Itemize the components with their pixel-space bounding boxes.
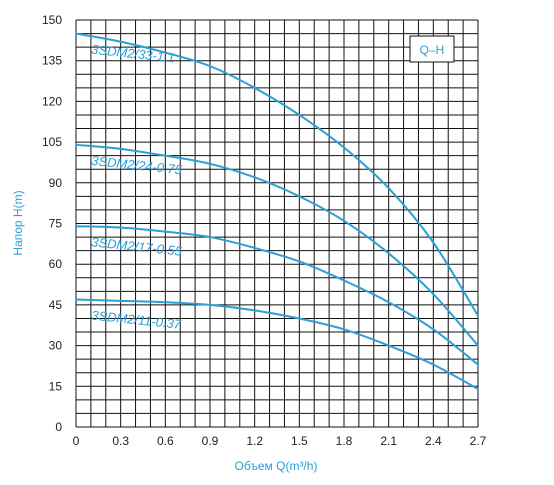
series-line-4 [75, 298, 479, 391]
y-axis-title: Напор H(m) [11, 190, 25, 255]
y-tick-label: 120 [42, 94, 62, 108]
q-h-badge-box [409, 35, 455, 63]
y-axis-ticks: 0 15 30 45 60 75 90 105 120 135 150 [42, 13, 62, 434]
y-tick-label: 45 [49, 298, 63, 312]
series-label-4: 3SDM2/11-0.37 [91, 308, 183, 332]
y-tick-label: 90 [49, 176, 63, 190]
y-tick-label: 150 [42, 13, 62, 27]
series-lines [75, 32, 479, 391]
q-h-badge: Q–H [409, 35, 455, 63]
y-tick-label: 75 [49, 217, 63, 231]
y-tick-label: 0 [55, 420, 62, 434]
x-axis-ticks: 0 0.3 0.6 0.9 1.2 1.5 1.8 2.1 2.4 2.7 [73, 434, 487, 448]
series-labels: 3SDM2/33-1.13SDM2/24-0.753SDM2/17-0.553S… [91, 42, 184, 332]
x-tick-label: 0 [73, 434, 80, 448]
q-h-badge-text: Q–H [420, 43, 445, 57]
series-label-1: 3SDM2/33-1.1 [91, 42, 176, 66]
x-tick-label: 0.9 [202, 434, 219, 448]
grid [75, 19, 479, 428]
x-tick-label: 2.1 [380, 434, 397, 448]
series-label-3: 3SDM2/17-0.55 [91, 234, 184, 259]
y-tick-label: 60 [49, 257, 63, 271]
series-line-2 [75, 143, 479, 347]
x-tick-label: 2.4 [425, 434, 442, 448]
x-tick-label: 1.2 [246, 434, 263, 448]
y-tick-label: 30 [49, 339, 63, 353]
y-tick-label: 105 [42, 135, 62, 149]
y-tick-label: 135 [42, 54, 62, 68]
x-tick-label: 1.8 [336, 434, 353, 448]
x-tick-label: 2.7 [470, 434, 487, 448]
x-tick-label: 1.5 [291, 434, 308, 448]
y-tick-label: 15 [49, 379, 63, 393]
series-line-1 [75, 32, 479, 317]
series-line-3 [75, 225, 479, 366]
x-tick-label: 0.3 [112, 434, 129, 448]
x-tick-label: 0.6 [157, 434, 174, 448]
x-axis-title: Объем Q(m³/h) [235, 459, 318, 473]
